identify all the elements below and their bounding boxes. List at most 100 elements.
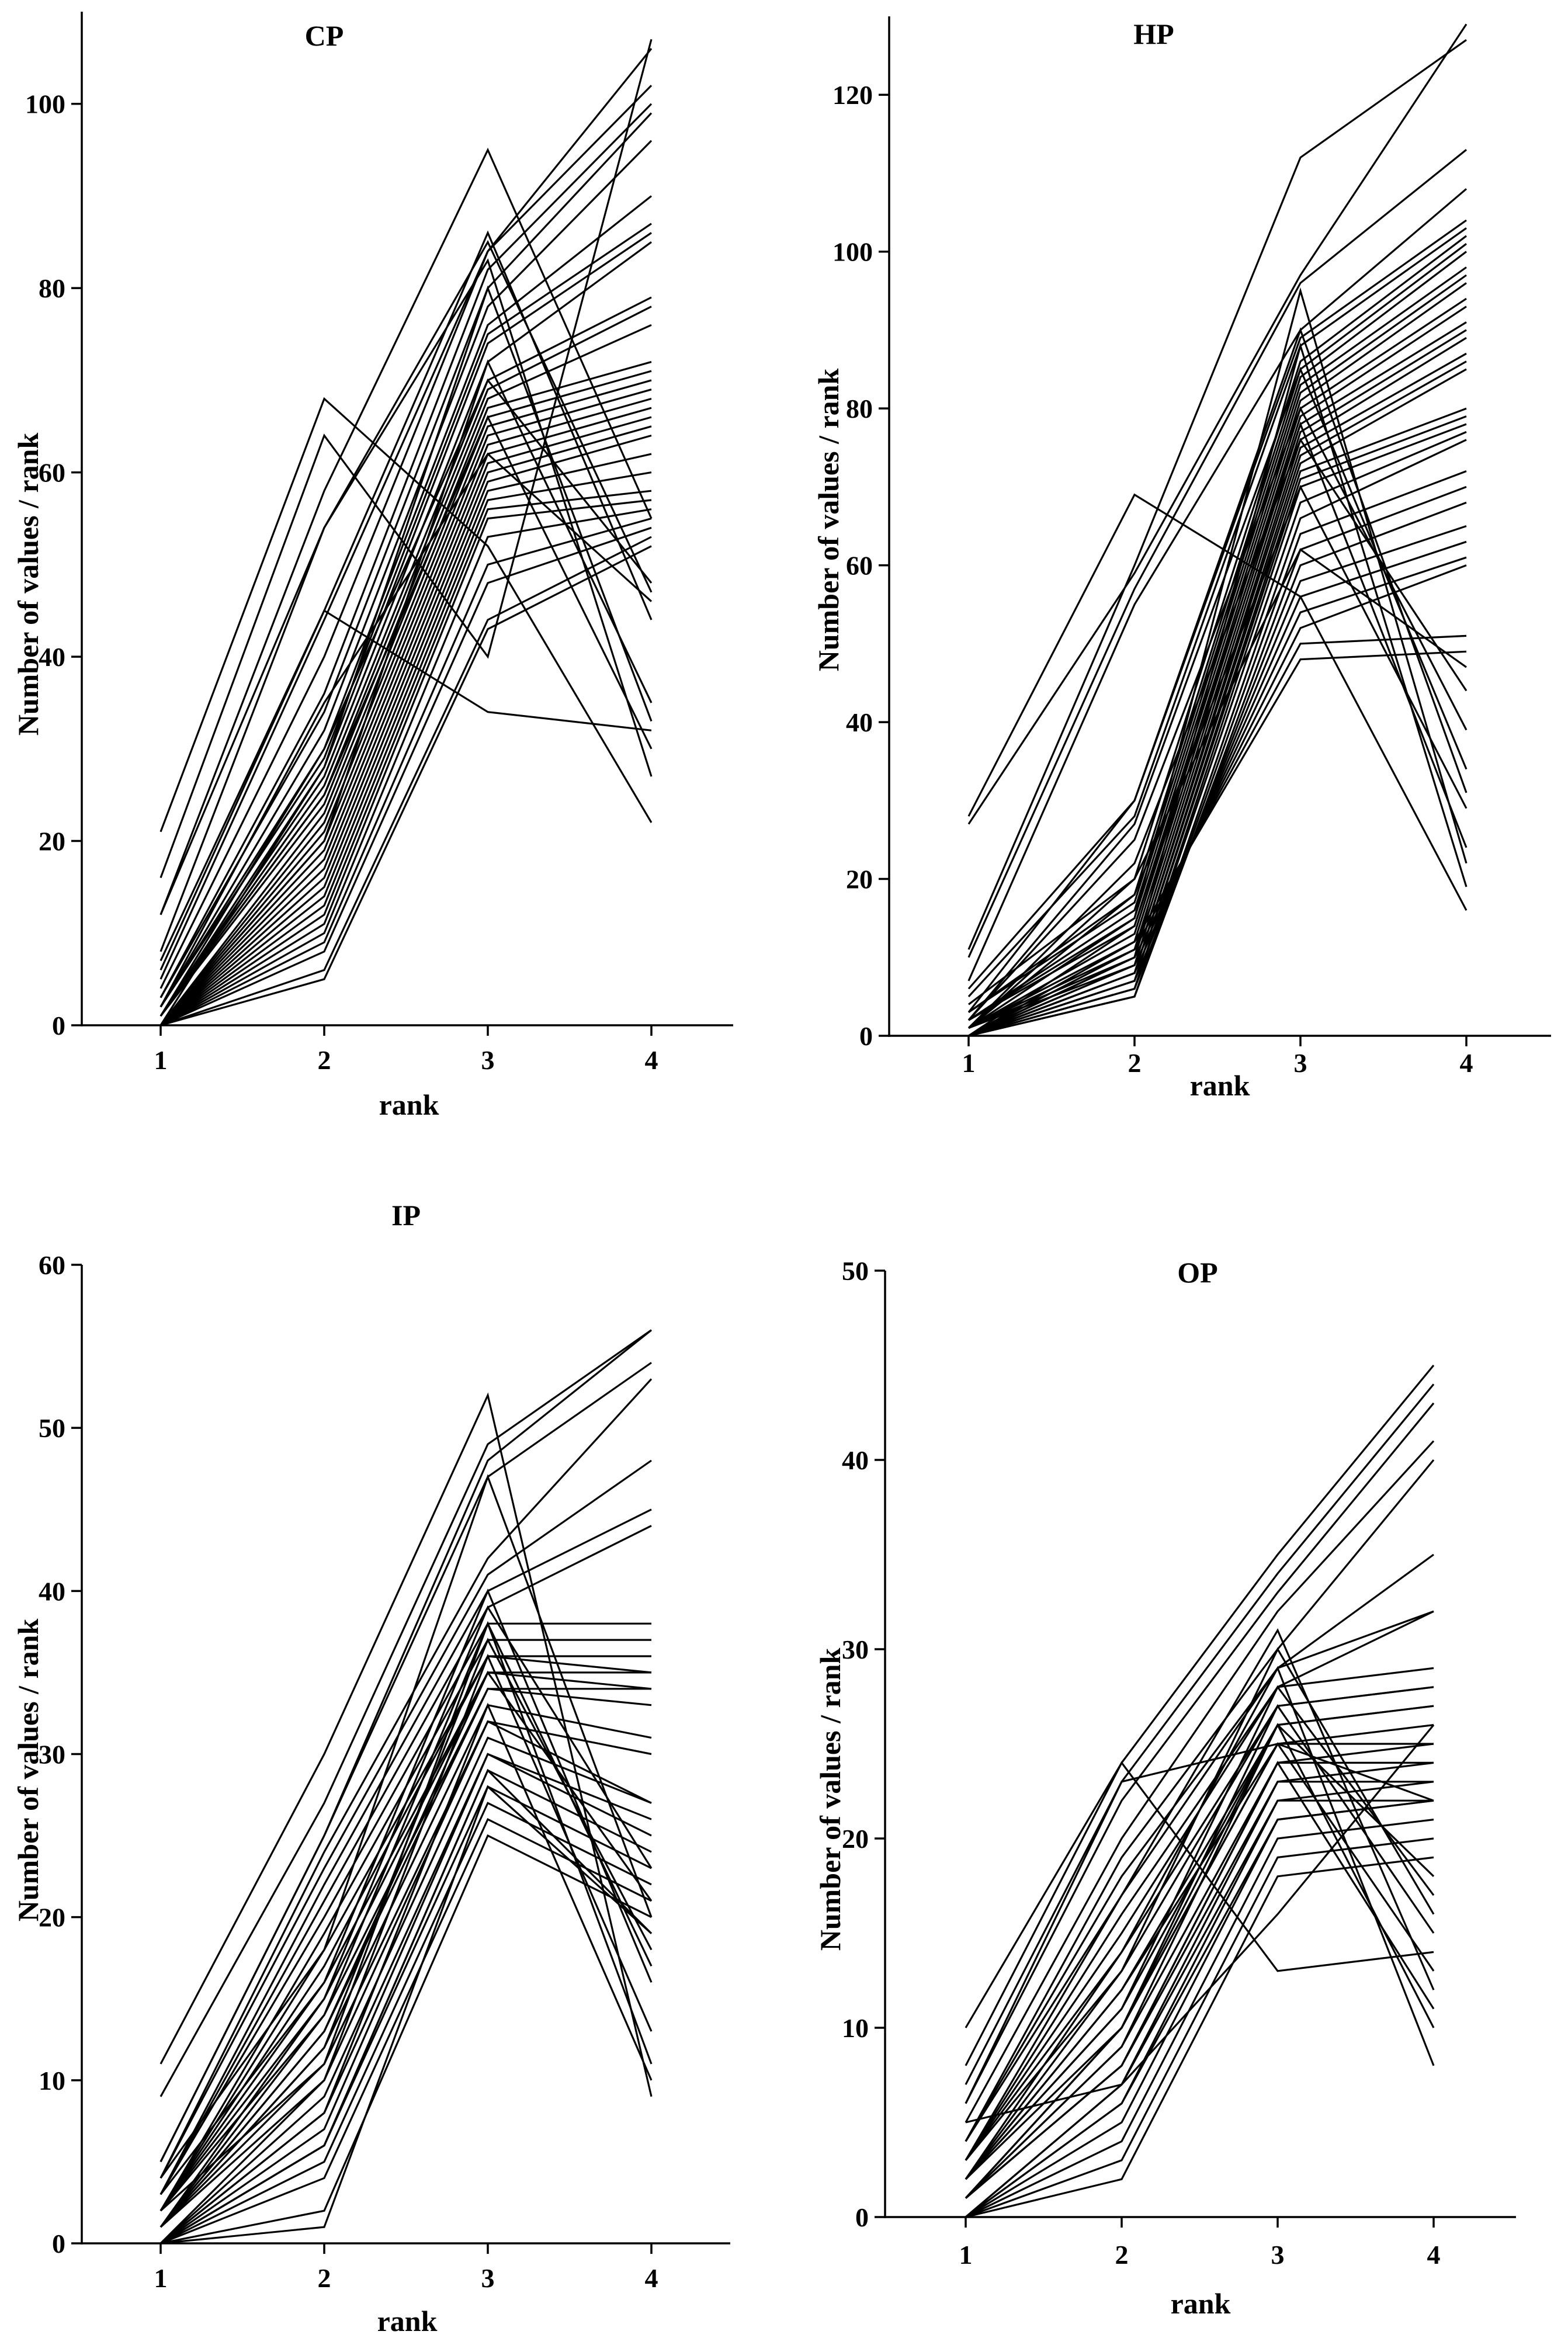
series-line [159, 407, 652, 1026]
series-line [967, 327, 1468, 1013]
chart-panel-hp: HP rank Number of values / rank 0 20 40 60 8… [800, 0, 1568, 1148]
series-line [967, 366, 1468, 1021]
x-tick-label: 1 [959, 2240, 973, 2270]
series-line [968, 266, 1467, 1021]
series-line [965, 1856, 1434, 2218]
series-line [160, 471, 652, 1026]
x-tick-label: 2 [318, 1045, 331, 1075]
series-line [965, 1743, 1434, 2104]
series-line [967, 227, 1467, 997]
series-line [965, 1666, 1435, 2161]
series-line [159, 140, 653, 1008]
series-line [159, 48, 653, 980]
series-line [159, 1671, 651, 2212]
y-tick-label: 10 [39, 2066, 65, 2096]
series-line [159, 378, 653, 1017]
y-tick-label: 40 [846, 707, 873, 737]
series-line [159, 1621, 653, 2212]
series-line [159, 85, 653, 989]
x-tick-label: 4 [1460, 1048, 1473, 1078]
series-line [965, 1837, 1434, 2218]
series-line [159, 1525, 652, 2195]
series-line [965, 1402, 1435, 2104]
chart-ip: IP rank Number of values / rank 0 10 20 30 4… [12, 1199, 730, 2337]
chart-panel-op: OP rank Number of values / rank 0 10 20 30 4… [800, 1203, 1568, 2352]
x-tick-label: 1 [154, 1045, 168, 1075]
series-line [968, 431, 1467, 1037]
series-line [965, 1383, 1435, 2085]
series-line [160, 490, 652, 1026]
series-line [159, 379, 652, 1026]
x-tick-label: 1 [962, 1048, 976, 1078]
y-tick-label: 20 [39, 827, 65, 856]
series-line [159, 1720, 652, 2245]
x-axis-label: rank [1171, 2287, 1231, 2320]
series-line [968, 306, 1467, 1029]
series-line [967, 493, 1468, 911]
series-line [965, 1459, 1435, 2142]
y-tick-label: 60 [39, 1250, 65, 1280]
y-tick-label: 100 [832, 237, 873, 267]
series-line [159, 452, 653, 1008]
x-tick-label: 4 [645, 1045, 658, 1075]
x-tick-label: 2 [1115, 2240, 1129, 2270]
series-line [968, 650, 1467, 1037]
series-line [160, 453, 652, 1026]
series-line [159, 230, 653, 962]
chart-panel-ip: IP rank Number of values / rank 0 10 20 30 4… [0, 1174, 783, 2352]
series-line [160, 517, 652, 1026]
x-axis-label: rank [1190, 1069, 1250, 1102]
series-line [160, 526, 652, 1026]
series-line [159, 1622, 651, 2195]
series-line [160, 1768, 653, 2245]
series-line [967, 484, 1468, 1029]
series-line [159, 397, 652, 1026]
x-tick-label: 2 [318, 2263, 331, 2293]
y-axis-label: Number of values / rank [814, 1648, 847, 1951]
y-tick-label: 0 [52, 2229, 65, 2259]
series-line [159, 195, 652, 1008]
chart-hp: HP rank Number of values / rank 0 20 40 60 8… [812, 16, 1551, 1102]
series-line [160, 545, 652, 1026]
series-line [965, 1723, 1435, 2199]
series-line [968, 525, 1467, 1037]
y-tick-label: 50 [842, 1256, 869, 1286]
series-line [968, 421, 1468, 1037]
y-tick-label: 40 [39, 1576, 65, 1606]
series-line [159, 360, 652, 1026]
series-line [967, 188, 1468, 981]
series-line [159, 285, 653, 1026]
y-tick-label: 20 [39, 1903, 65, 1933]
series-line [968, 470, 1467, 1037]
y-tick-label: 40 [39, 642, 65, 672]
chart-title: CP [305, 19, 344, 52]
series-line [965, 1553, 1434, 2142]
y-tick-label: 80 [39, 273, 65, 303]
series-line [968, 407, 1467, 1037]
series-line [965, 1364, 1435, 2066]
series-line [159, 359, 653, 1026]
x-tick-label: 2 [1128, 1048, 1142, 1078]
x-tick-label: 3 [481, 1045, 495, 1075]
y-tick-label: 0 [855, 2202, 869, 2232]
y-tick-label: 120 [832, 80, 873, 110]
series-line [159, 1605, 653, 2212]
y-tick-label: 10 [842, 2013, 869, 2043]
series-line [159, 1508, 652, 2195]
y-tick-label: 0 [52, 1011, 65, 1040]
series-group [159, 39, 653, 1026]
series-line [159, 1621, 653, 2212]
x-tick-label: 3 [1271, 2240, 1285, 2270]
chart-panel-cp: CP rank Number of values / rank 0 20 40 60 8… [0, 0, 783, 1148]
series-line [968, 342, 1468, 1037]
y-tick-label: 100 [25, 89, 65, 119]
series-line [159, 416, 652, 1026]
y-tick-label: 20 [842, 1824, 869, 1854]
y-axis-label: Number of values / rank [12, 433, 44, 736]
x-tick-label: 1 [154, 2263, 168, 2293]
series-line [160, 1785, 653, 2245]
series-line [160, 1702, 653, 2245]
x-tick-label: 4 [1427, 2240, 1441, 2270]
series-line [968, 287, 1468, 1029]
series-line [968, 235, 1467, 1005]
